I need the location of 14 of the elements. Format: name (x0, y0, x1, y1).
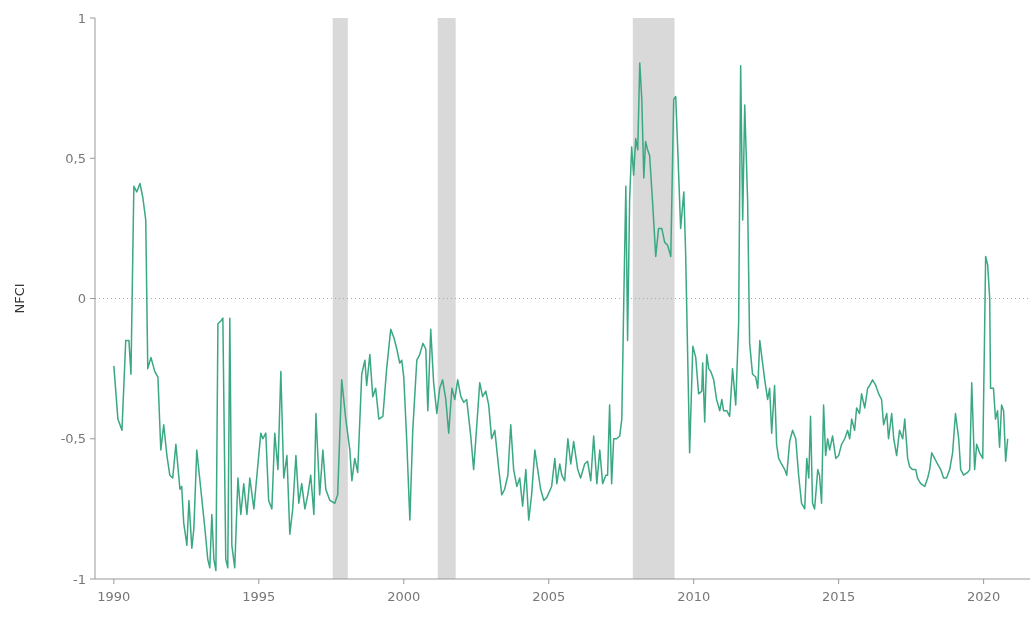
y-tick-label: 0 (77, 291, 86, 307)
y-tick-label: -1 (73, 571, 86, 587)
y-axis-title: NFCI (12, 283, 27, 314)
line-series (113, 62, 1009, 572)
x-tick-label: 1995 (242, 589, 276, 604)
x-tick-label: 2010 (677, 589, 711, 604)
x-tick-label: 2015 (822, 589, 856, 604)
x-tick-label: 2000 (387, 589, 421, 604)
x-tick-label: 1990 (97, 589, 131, 604)
y-tick-label: -0,5 (60, 431, 86, 447)
x-tick-label: 2020 (967, 589, 1001, 604)
x-tick-label: 2005 (532, 589, 566, 604)
y-tick-label: 1 (77, 10, 86, 26)
y-tick-label: 0,5 (65, 150, 86, 166)
